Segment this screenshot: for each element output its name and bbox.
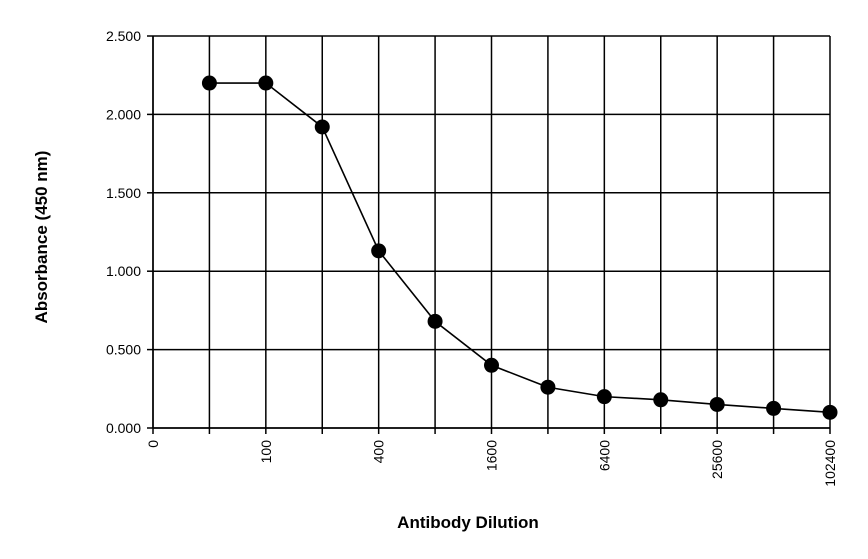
data-point bbox=[314, 119, 330, 135]
data-point bbox=[201, 75, 217, 91]
data-point bbox=[258, 75, 274, 91]
y-tick-label: 0.500 bbox=[106, 342, 141, 358]
x-tick-label: 100 bbox=[258, 440, 274, 464]
data-point bbox=[653, 392, 669, 408]
x-tick-labels: 0 100 400 1600 6400 25600 102400 bbox=[145, 440, 838, 487]
y-tick-label: 2.500 bbox=[106, 28, 141, 44]
x-tick-label: 0 bbox=[145, 440, 161, 448]
x-tick-label: 6400 bbox=[596, 440, 612, 471]
data-point bbox=[484, 357, 499, 373]
axes bbox=[147, 35, 830, 429]
y-tick-labels: 0.000 0.500 1.000 1.500 2.000 2.500 bbox=[106, 28, 141, 436]
data-point bbox=[596, 389, 612, 405]
y-tick-label: 0.000 bbox=[106, 420, 141, 436]
x-tick-label: 25600 bbox=[709, 440, 725, 479]
data-point bbox=[540, 379, 556, 395]
x-axis-title: Antibody Dilution bbox=[397, 513, 539, 532]
data-point bbox=[709, 396, 725, 412]
series bbox=[201, 75, 838, 420]
x-tick-label: 1600 bbox=[484, 440, 500, 471]
data-point bbox=[766, 400, 782, 416]
data-point bbox=[371, 243, 387, 259]
y-tick-label: 1.500 bbox=[106, 185, 141, 201]
grid bbox=[152, 35, 831, 434]
x-tick-label: 400 bbox=[371, 440, 387, 464]
data-point bbox=[427, 313, 443, 329]
series-line bbox=[209, 82, 831, 414]
data-point bbox=[822, 404, 838, 420]
y-tick-label: 1.000 bbox=[106, 263, 141, 279]
y-tick-label: 2.000 bbox=[106, 106, 141, 122]
x-tick-label: 102400 bbox=[822, 440, 838, 487]
y-axis-title: Absorbance (450 nm) bbox=[32, 151, 51, 324]
